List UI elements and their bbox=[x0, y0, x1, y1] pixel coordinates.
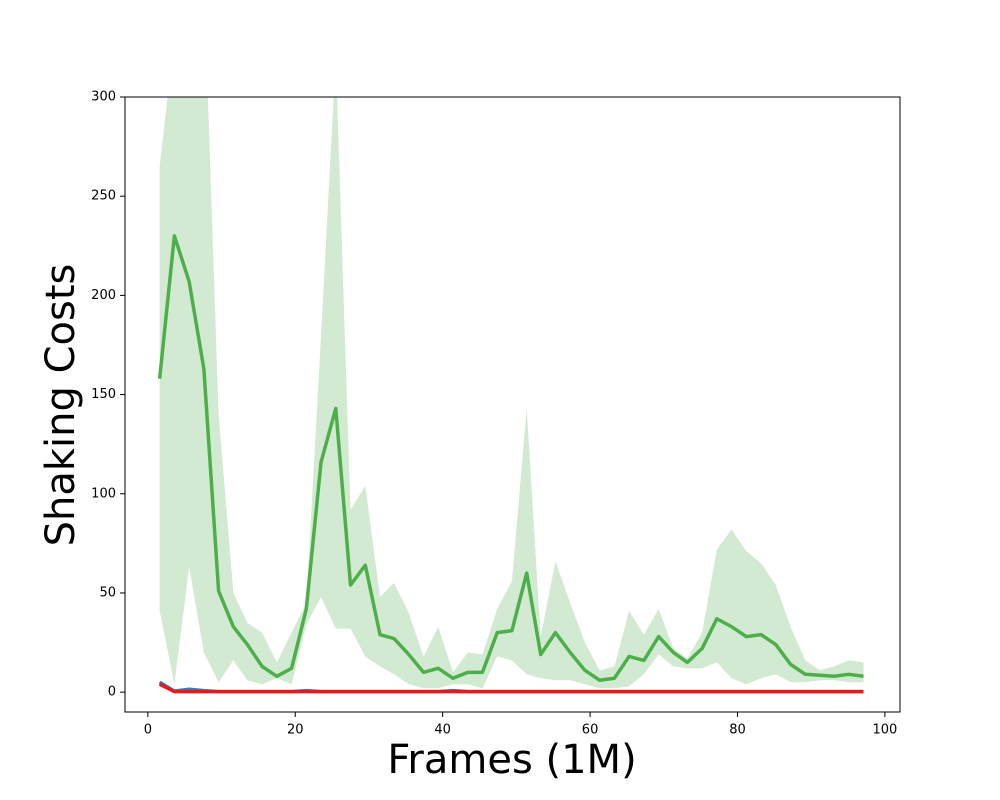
y-tick-label: 100 bbox=[91, 486, 116, 501]
x-tick-label: 0 bbox=[144, 723, 152, 738]
y-tick-label: 50 bbox=[99, 585, 116, 600]
x-tick-label: 100 bbox=[872, 723, 897, 738]
y-tick-label: 200 bbox=[91, 288, 116, 303]
series-line bbox=[158, 682, 864, 694]
x-axis-label: Frames (1M) bbox=[387, 737, 636, 783]
confidence-band bbox=[159, 97, 864, 689]
y-tick-label: 300 bbox=[91, 90, 116, 105]
x-tick-label: 60 bbox=[582, 723, 599, 738]
y-axis-label: Shaking Costs bbox=[38, 264, 84, 547]
plot-frame bbox=[124, 96, 901, 713]
plot-area bbox=[157, 97, 864, 694]
series-line bbox=[157, 234, 864, 683]
y-tick-label: 0 bbox=[108, 685, 116, 700]
y-tick-label: 150 bbox=[91, 387, 116, 402]
x-tick-label: 80 bbox=[729, 723, 746, 738]
x-tick-label: 20 bbox=[287, 723, 304, 738]
y-tick-label: 250 bbox=[91, 189, 116, 204]
x-tick-label: 40 bbox=[434, 723, 451, 738]
